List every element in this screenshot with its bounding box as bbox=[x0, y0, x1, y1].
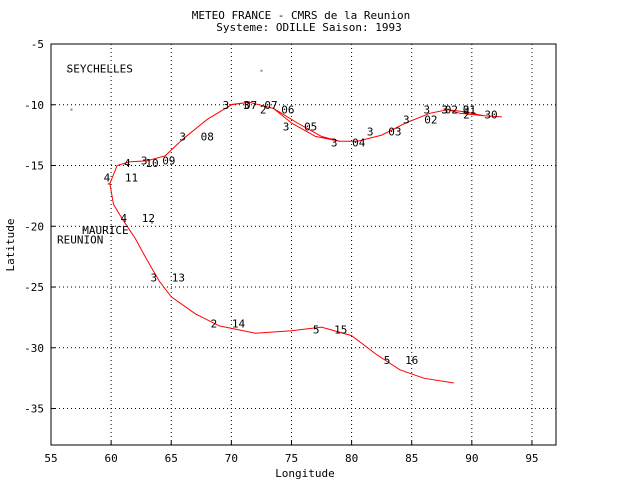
x-tick-label: 95 bbox=[525, 452, 538, 465]
y-tick-label: -15 bbox=[24, 160, 44, 173]
x-tick-label: 85 bbox=[405, 452, 418, 465]
y-tick-label: -10 bbox=[24, 99, 44, 112]
x-tick-label: 60 bbox=[104, 452, 117, 465]
intensity-label: 2 bbox=[463, 108, 470, 121]
intensity-label: 3 bbox=[367, 125, 374, 138]
y-tick-label: -35 bbox=[24, 403, 44, 416]
day-label: 03 bbox=[388, 125, 401, 138]
intensity-label: 3 bbox=[441, 104, 448, 117]
intensity-label: 2 bbox=[260, 104, 267, 117]
intensity-label: 4 bbox=[120, 212, 127, 225]
x-tick-label: 55 bbox=[44, 452, 57, 465]
place-label: MAURICE bbox=[82, 224, 128, 237]
day-label: 07 bbox=[244, 99, 257, 112]
intensity-label: 3 bbox=[423, 104, 430, 117]
place-label: REUNION bbox=[57, 234, 103, 247]
intensity-label: 3 bbox=[223, 99, 230, 112]
grid bbox=[50, 43, 556, 445]
day-label: 09 bbox=[162, 155, 175, 168]
intensity-label: 3 bbox=[150, 271, 157, 284]
chart-subtitle: Systeme: ODILLE Saison: 1993 bbox=[216, 21, 401, 34]
x-tick-label: 80 bbox=[345, 452, 358, 465]
track-annotations: 4 104 114 123 132 14 5 155 162 303 313 013 023 023 033… bbox=[104, 99, 498, 367]
y-tick-label: -25 bbox=[24, 281, 44, 294]
day-label: 12 bbox=[142, 212, 155, 225]
island-dot bbox=[107, 182, 110, 185]
tick-labels: 55 60 65 70 75 80 85 90 95-5-10-15-20-25-30-35 bbox=[24, 38, 538, 465]
island-dot bbox=[260, 69, 263, 72]
intensity-label: 4 bbox=[104, 172, 111, 185]
day-label: 02 bbox=[424, 113, 437, 126]
chart-title: METEO FRANCE - CMRS de la Reunion bbox=[192, 9, 411, 22]
island-dot bbox=[82, 228, 85, 231]
place-label: SEYCHELLES bbox=[67, 62, 133, 75]
day-label: 05 bbox=[304, 121, 317, 134]
day-label: 14 bbox=[232, 317, 246, 330]
x-tick-label: 65 bbox=[165, 452, 178, 465]
intensity-label: 3 bbox=[441, 104, 448, 117]
x-tick-label: 90 bbox=[465, 452, 478, 465]
day-label: 01 bbox=[463, 104, 476, 117]
day-label: 08 bbox=[201, 130, 214, 143]
day-label: 30 bbox=[484, 108, 497, 121]
day-label: 04 bbox=[352, 136, 366, 149]
island-dot bbox=[70, 108, 73, 111]
y-tick-label: -5 bbox=[31, 38, 44, 51]
intensity-label: 3 bbox=[283, 121, 290, 134]
intensity-label: 5 bbox=[313, 324, 320, 337]
day-label: 07 bbox=[264, 99, 277, 112]
day-label: 15 bbox=[334, 324, 347, 337]
plot-frame bbox=[50, 43, 557, 446]
track-line bbox=[109, 101, 502, 384]
x-tick-label: 75 bbox=[285, 452, 298, 465]
day-label: 16 bbox=[405, 354, 418, 367]
day-label: 11 bbox=[125, 172, 138, 185]
intensity-label: 3 bbox=[403, 113, 410, 126]
intensity-label: 3 bbox=[141, 155, 148, 168]
island-dot bbox=[66, 69, 69, 72]
day-label: 06 bbox=[281, 104, 294, 117]
island-dot bbox=[151, 221, 153, 224]
day-label: 02 bbox=[445, 104, 458, 117]
y-tick-label: -30 bbox=[24, 342, 44, 355]
intensity-label: 5 bbox=[384, 354, 391, 367]
y-axis-label: Latitude bbox=[4, 219, 17, 272]
day-label: 31 bbox=[463, 104, 476, 117]
y-tick-label: -20 bbox=[24, 220, 44, 233]
intensity-label: 3 bbox=[243, 99, 250, 112]
intensity-label: 3 bbox=[331, 136, 338, 149]
track bbox=[109, 101, 502, 384]
intensity-label: 4 bbox=[124, 157, 131, 170]
intensity-label: 3 bbox=[179, 130, 186, 143]
x-tick-label: 70 bbox=[225, 452, 238, 465]
day-label: 13 bbox=[172, 271, 185, 284]
day-label: 10 bbox=[145, 157, 158, 170]
intensity-label: 2 bbox=[211, 317, 218, 330]
islands bbox=[66, 69, 263, 231]
x-axis-label: Longitude bbox=[275, 467, 335, 480]
